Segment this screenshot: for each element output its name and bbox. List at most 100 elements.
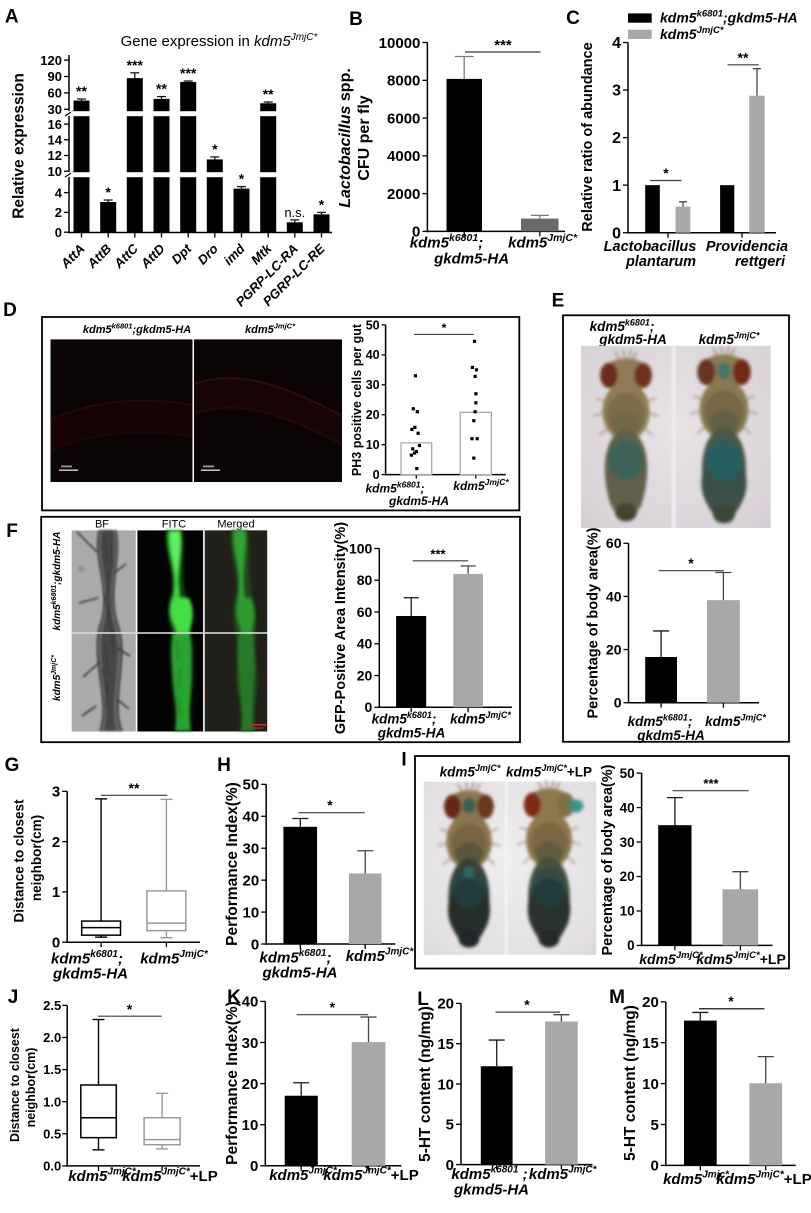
svg-text:3: 3: [52, 784, 60, 801]
svg-text:B: B: [349, 9, 363, 30]
svg-text:neighbor(cm): neighbor(cm): [24, 1048, 38, 1128]
svg-text:F: F: [6, 521, 18, 542]
svg-text:30: 30: [242, 1035, 259, 1052]
svg-text:**: **: [263, 86, 274, 102]
svg-text:*: *: [127, 1001, 133, 1017]
svg-text:E: E: [552, 291, 565, 312]
svg-text:1.5: 1.5: [43, 1062, 61, 1077]
svg-text:60: 60: [357, 604, 373, 620]
svg-text:kdm5JmjC*+LP: kdm5JmjC*+LP: [323, 1166, 418, 1184]
svg-text:0: 0: [373, 468, 380, 482]
svg-text:kdm5k6801;gkdm5-HA: kdm5k6801;gkdm5-HA: [660, 9, 798, 26]
svg-text:30: 30: [243, 840, 260, 857]
svg-text:20: 20: [642, 994, 659, 1011]
svg-text:1: 1: [612, 178, 621, 195]
svg-text:gkdm5-HA: gkdm5-HA: [433, 251, 509, 268]
svg-text:60: 60: [48, 86, 62, 101]
svg-text:10: 10: [620, 904, 635, 919]
svg-text:gkdm5-HA: gkdm5-HA: [261, 965, 337, 982]
svg-text:Lactobacillus spp.: Lactobacillus spp.: [337, 68, 354, 208]
svg-text:16: 16: [48, 117, 62, 132]
svg-text:20: 20: [606, 641, 622, 657]
svg-text:2.0: 2.0: [43, 1030, 61, 1045]
svg-text:gkdm5-HA: gkdm5-HA: [636, 728, 705, 743]
svg-text:0: 0: [52, 934, 60, 951]
svg-text:**: **: [156, 81, 167, 97]
svg-text:Relative expression: Relative expression: [11, 73, 28, 219]
svg-text:2.5: 2.5: [43, 998, 61, 1013]
svg-text:kdm5JmjC*+LP: kdm5JmjC*+LP: [506, 763, 592, 780]
svg-text:***: ***: [703, 776, 719, 791]
svg-text:*: *: [105, 184, 111, 200]
svg-text:5: 5: [446, 1117, 454, 1134]
svg-text:G: G: [5, 755, 20, 776]
svg-text:Distance to closest: Distance to closest: [8, 1027, 22, 1142]
svg-text:30: 30: [366, 378, 380, 392]
svg-text:20: 20: [243, 872, 260, 889]
svg-text:kdm5JmjC*+LP: kdm5JmjC*+LP: [716, 1170, 811, 1188]
svg-text:Gene expression in kdm5JmjC*: Gene expression in kdm5JmjC*: [121, 32, 319, 50]
svg-text:rettgeri: rettgeri: [735, 254, 786, 270]
svg-text:kdm5JmjC*+LP: kdm5JmjC*+LP: [696, 950, 786, 967]
svg-text:2: 2: [52, 834, 60, 851]
svg-text:6000: 6000: [387, 110, 420, 127]
svg-text:2: 2: [612, 130, 621, 147]
svg-text:40: 40: [242, 994, 259, 1011]
svg-text:40: 40: [243, 809, 260, 826]
svg-text:**: **: [76, 83, 87, 99]
svg-text:1: 1: [52, 884, 60, 901]
svg-text:20: 20: [620, 869, 635, 884]
svg-text:4: 4: [612, 35, 621, 52]
svg-text:*: *: [327, 797, 333, 813]
svg-text:H: H: [217, 755, 231, 776]
svg-text:*: *: [663, 165, 669, 181]
svg-text:neighbor(cm): neighbor(cm): [29, 815, 44, 901]
svg-text:*: *: [688, 555, 694, 571]
svg-text:0: 0: [612, 225, 621, 242]
svg-text:Percentage of body area(%): Percentage of body area(%): [600, 764, 616, 955]
svg-text:M: M: [609, 987, 625, 1008]
svg-text:CFU per fly: CFU per fly: [356, 95, 373, 180]
svg-text:Relative ratio of abundance: Relative ratio of abundance: [580, 42, 596, 231]
svg-text:10000: 10000: [379, 35, 421, 52]
svg-text:*: *: [442, 321, 447, 335]
svg-text:0: 0: [650, 1158, 658, 1175]
svg-text:40: 40: [366, 348, 380, 362]
svg-text:*: *: [330, 999, 336, 1015]
svg-text:10: 10: [242, 1117, 259, 1134]
svg-text:K: K: [227, 987, 241, 1008]
svg-text:gkmd5-HA: gkmd5-HA: [453, 1182, 529, 1199]
svg-text:14: 14: [48, 133, 63, 148]
svg-text:50: 50: [366, 318, 380, 332]
svg-text:12: 12: [48, 148, 62, 163]
svg-text:0: 0: [250, 1158, 258, 1175]
svg-text:gkdm5-HA: gkdm5-HA: [388, 494, 449, 508]
svg-text:FITC: FITC: [162, 519, 186, 531]
svg-text:***: ***: [180, 65, 197, 81]
svg-text:I: I: [401, 750, 406, 771]
svg-text:50: 50: [243, 777, 260, 794]
svg-text:J: J: [8, 987, 19, 1008]
svg-text:0.5: 0.5: [43, 1126, 61, 1141]
svg-text:Performance Index(%): Performance Index(%): [224, 1001, 241, 1165]
svg-text:D: D: [3, 300, 17, 321]
svg-text:Merged: Merged: [217, 519, 254, 531]
svg-text:5-HT content (ng/mg): 5-HT content (ng/mg): [417, 1006, 434, 1162]
svg-text:n.s.: n.s.: [284, 205, 305, 220]
svg-text:40: 40: [620, 800, 635, 815]
svg-text:0: 0: [412, 224, 420, 241]
svg-text:Lactobacillus: Lactobacillus: [604, 239, 697, 255]
svg-text:10: 10: [642, 1076, 659, 1093]
svg-text:BF: BF: [95, 519, 109, 531]
svg-text:A: A: [5, 7, 19, 28]
svg-text:10: 10: [366, 438, 380, 452]
svg-text:4: 4: [55, 185, 63, 200]
svg-text:0: 0: [446, 1157, 454, 1174]
svg-text:3: 3: [612, 83, 621, 100]
svg-text:2: 2: [55, 205, 62, 220]
svg-text:0: 0: [627, 938, 635, 953]
svg-text:90: 90: [48, 69, 62, 84]
svg-text:5: 5: [650, 1117, 658, 1134]
svg-text:0: 0: [251, 936, 259, 953]
svg-text:5-HT content (ng/mg): 5-HT content (ng/mg): [622, 1005, 639, 1161]
